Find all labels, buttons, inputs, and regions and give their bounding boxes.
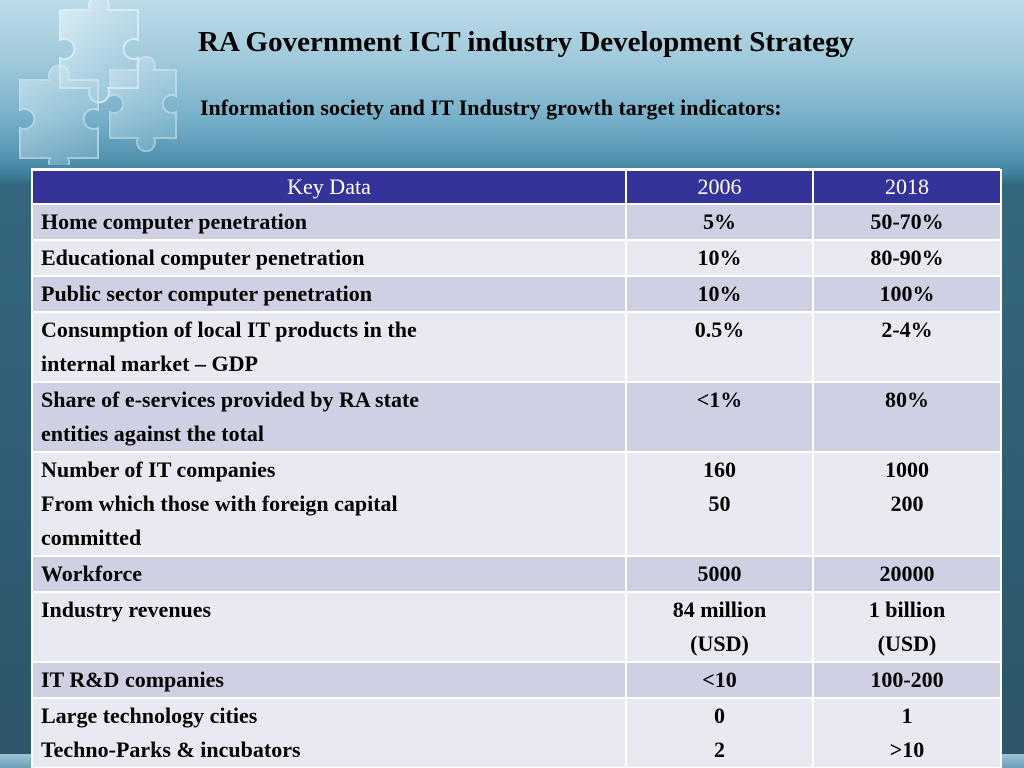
value-2018-cell: 1000 200	[812, 451, 1002, 557]
cell-line: Consumption of local IT products in the	[41, 317, 417, 342]
value-2018-cell: 2-4%	[812, 311, 1002, 383]
table-row: Educational computer penetration 10% 80-90…	[31, 239, 1002, 277]
key-data-cell: Public sector computer penetration	[31, 275, 627, 313]
table-header-row: Key Data 2006 2018	[31, 169, 1002, 205]
value-2006-cell: 10%	[625, 275, 814, 313]
cell-line: 80-90%	[870, 245, 944, 270]
key-data-cell: Home computer penetration	[31, 203, 627, 241]
cell-line: >10	[889, 737, 925, 762]
indicators-table: Key Data 2006 2018 Home computer penetra…	[31, 169, 1002, 768]
cell-line: 80%	[885, 387, 929, 412]
cell-line: 1000	[885, 457, 929, 482]
header-2006: 2006	[625, 169, 814, 205]
cell-line: <10	[702, 667, 737, 692]
value-2018-cell: 20000	[812, 555, 1002, 593]
cell-line: 1 billion	[868, 597, 946, 622]
puzzle-pieces-icon	[19, 0, 177, 165]
table-row: IT R&D companies <10 100-200	[31, 661, 1002, 699]
key-data-cell: Educational computer penetration	[31, 239, 627, 277]
cell-line: Large technology cities	[41, 703, 258, 728]
cell-line: 5%	[703, 209, 736, 234]
table-row: Workforce 5000 20000	[31, 555, 1002, 593]
page-subtitle: Information society and IT Industry grow…	[200, 95, 782, 120]
cell-line: 1	[901, 703, 913, 728]
cell-line: internal market – GDP	[41, 351, 258, 376]
value-2018-cell: 50-70%	[812, 203, 1002, 241]
table-row: Large technology cities Techno-Parks & in…	[31, 697, 1002, 768]
table-body: Home computer penetration 5% 50-70% Educati…	[31, 203, 1002, 768]
value-2006-cell: 5000	[625, 555, 814, 593]
cell-line: 50	[708, 491, 731, 516]
value-2018-cell: 80%	[812, 381, 1002, 453]
value-2006-cell: 0.5%	[625, 311, 814, 383]
cell-line: 200	[890, 491, 924, 516]
cell-line: Number of IT companies	[41, 457, 276, 482]
value-2006-cell: 10%	[625, 239, 814, 277]
cell-line: 100%	[879, 281, 935, 306]
key-data-cell: Industry revenues	[31, 591, 627, 663]
cell-line: (USD)	[690, 631, 749, 656]
cell-line: 5000	[697, 561, 742, 586]
cell-line: Home computer penetration	[41, 209, 307, 234]
key-data-cell: Large technology cities Techno-Parks & in…	[31, 697, 627, 768]
cell-line: From which those with foreign capital	[41, 491, 398, 516]
cell-line: Industry revenues	[41, 597, 212, 622]
value-2018-cell: 100-200	[812, 661, 1002, 699]
value-2018-cell: 80-90%	[812, 239, 1002, 277]
cell-line: Educational computer penetration	[41, 245, 365, 270]
table-row: Industry revenues 84 million (USD) 1 billio…	[31, 591, 1002, 663]
cell-line: Techno-Parks & incubators	[41, 737, 301, 762]
cell-line: 2	[714, 737, 725, 762]
value-2006-cell: <1%	[625, 381, 814, 453]
key-data-cell: IT R&D companies	[31, 661, 627, 699]
key-data-cell: Share of e-services provided by RA state…	[31, 381, 627, 453]
value-2018-cell: 1 >10	[812, 697, 1002, 768]
cell-line: 10%	[697, 281, 742, 306]
value-2018-cell: 1 billion (USD)	[812, 591, 1002, 663]
header-2018: 2018	[812, 169, 1002, 205]
cell-line: 0	[714, 703, 725, 728]
value-2006-cell: 160 50	[625, 451, 814, 557]
value-2006-cell: 84 million (USD)	[625, 591, 814, 663]
cell-line: entities against the total	[41, 421, 265, 446]
cell-line: IT R&D companies	[41, 667, 224, 692]
key-data-cell: Consumption of local IT products in the i…	[31, 311, 627, 383]
cell-line: Workforce	[41, 561, 143, 586]
table-row: Consumption of local IT products in the i…	[31, 311, 1002, 383]
cell-line: 84 million	[672, 597, 767, 622]
cell-line: 100-200	[870, 667, 944, 692]
cell-line: Public sector computer penetration	[41, 281, 372, 306]
table-row: Share of e-services provided by RA state…	[31, 381, 1002, 453]
table-row: Number of IT companies From which those w…	[31, 451, 1002, 557]
indicators-table-container: Key Data 2006 2018 Home computer penetra…	[31, 168, 1002, 768]
cell-line: (USD)	[877, 631, 937, 656]
cell-line: 0.5%	[694, 317, 745, 342]
value-2006-cell: <10	[625, 661, 814, 699]
cell-line: 2-4%	[881, 317, 933, 342]
value-2006-cell: 5%	[625, 203, 814, 241]
key-data-cell: Workforce	[31, 555, 627, 593]
header-key-data: Key Data	[31, 169, 627, 205]
cell-line: 160	[703, 457, 736, 482]
cell-line: committed	[41, 525, 142, 550]
cell-line: 50-70%	[870, 209, 944, 234]
page-title: RA Government ICT industry Development S…	[198, 26, 854, 58]
cell-line: Share of e-services provided by RA state	[41, 387, 420, 412]
cell-line: 10%	[697, 245, 742, 270]
cell-line: 20000	[879, 561, 935, 586]
value-2018-cell: 100%	[812, 275, 1002, 313]
key-data-cell: Number of IT companies From which those w…	[31, 451, 627, 557]
cell-line: <1%	[696, 387, 743, 412]
table-row: Public sector computer penetration 10% 100…	[31, 275, 1002, 313]
table-row: Home computer penetration 5% 50-70%	[31, 203, 1002, 241]
